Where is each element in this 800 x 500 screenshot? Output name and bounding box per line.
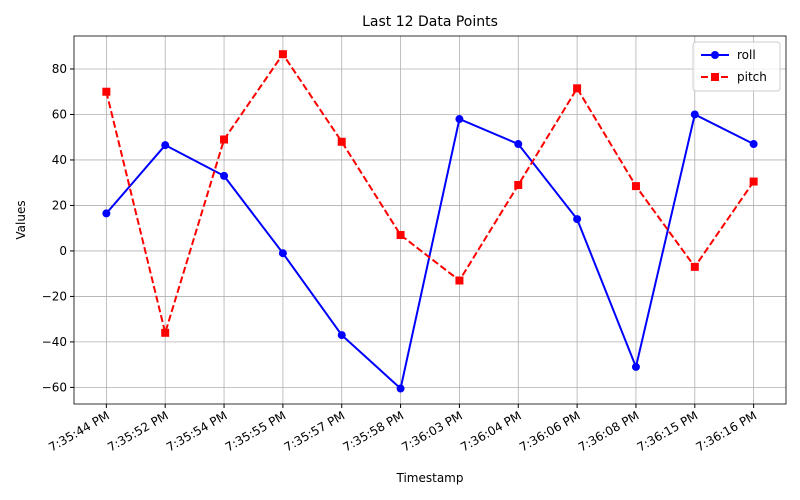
marker xyxy=(631,182,640,191)
marker xyxy=(102,209,111,218)
marker xyxy=(396,231,405,240)
x-axis-label: Timestamp xyxy=(396,471,464,485)
y-tick-label: 0 xyxy=(59,244,67,258)
x-tick-label: 7:36:16 PM xyxy=(694,408,760,454)
marker xyxy=(514,140,523,149)
plot-frame xyxy=(73,35,787,405)
legend-label: pitch xyxy=(737,70,767,84)
marker xyxy=(220,135,229,144)
y-tick-label: 60 xyxy=(52,107,67,121)
marker xyxy=(161,141,170,150)
y-tick-label: 40 xyxy=(52,153,67,167)
y-tick-label: −40 xyxy=(42,335,67,349)
x-tick-label: 7:36:04 PM xyxy=(458,408,524,454)
marker xyxy=(573,215,582,224)
x-tick-label: 7:36:15 PM xyxy=(635,408,701,454)
series-line xyxy=(105,113,755,391)
y-tick-label: −60 xyxy=(42,380,67,394)
marker xyxy=(711,51,719,59)
marker xyxy=(749,140,758,149)
x-tick-label: 7:35:44 PM xyxy=(46,408,112,454)
x-tick-label: 7:36:06 PM xyxy=(517,408,583,454)
series-line xyxy=(105,52,755,337)
marker xyxy=(749,177,758,186)
marker xyxy=(337,331,346,340)
x-tick-label: 7:35:57 PM xyxy=(282,408,348,454)
marker xyxy=(396,384,405,393)
x-tick-label: 7:36:08 PM xyxy=(576,408,642,454)
y-tick-label: −20 xyxy=(42,289,67,303)
marker xyxy=(455,276,464,285)
x-tick-label: 7:36:03 PM xyxy=(399,408,465,454)
y-tick-label: 20 xyxy=(52,198,67,212)
x-tick-label: 7:35:54 PM xyxy=(164,408,230,454)
marker xyxy=(514,180,523,189)
marker xyxy=(220,171,229,180)
marker xyxy=(690,110,699,119)
legend-label: roll xyxy=(737,48,756,62)
marker xyxy=(278,249,287,258)
marker xyxy=(455,115,464,124)
marker xyxy=(711,73,719,81)
x-tick-label: 7:35:52 PM xyxy=(105,408,171,454)
x-tick-label: 7:35:58 PM xyxy=(340,408,406,454)
marker xyxy=(278,50,287,59)
chart-title: Last 12 Data Points xyxy=(362,14,498,30)
y-tick-label: 80 xyxy=(52,62,67,76)
marker xyxy=(690,262,699,271)
marker xyxy=(573,84,582,93)
y-axis-label: Values xyxy=(14,200,28,239)
marker xyxy=(161,328,170,337)
marker xyxy=(102,87,111,96)
marker xyxy=(337,137,346,146)
x-tick-label: 7:35:55 PM xyxy=(223,408,289,454)
marker xyxy=(631,362,640,371)
